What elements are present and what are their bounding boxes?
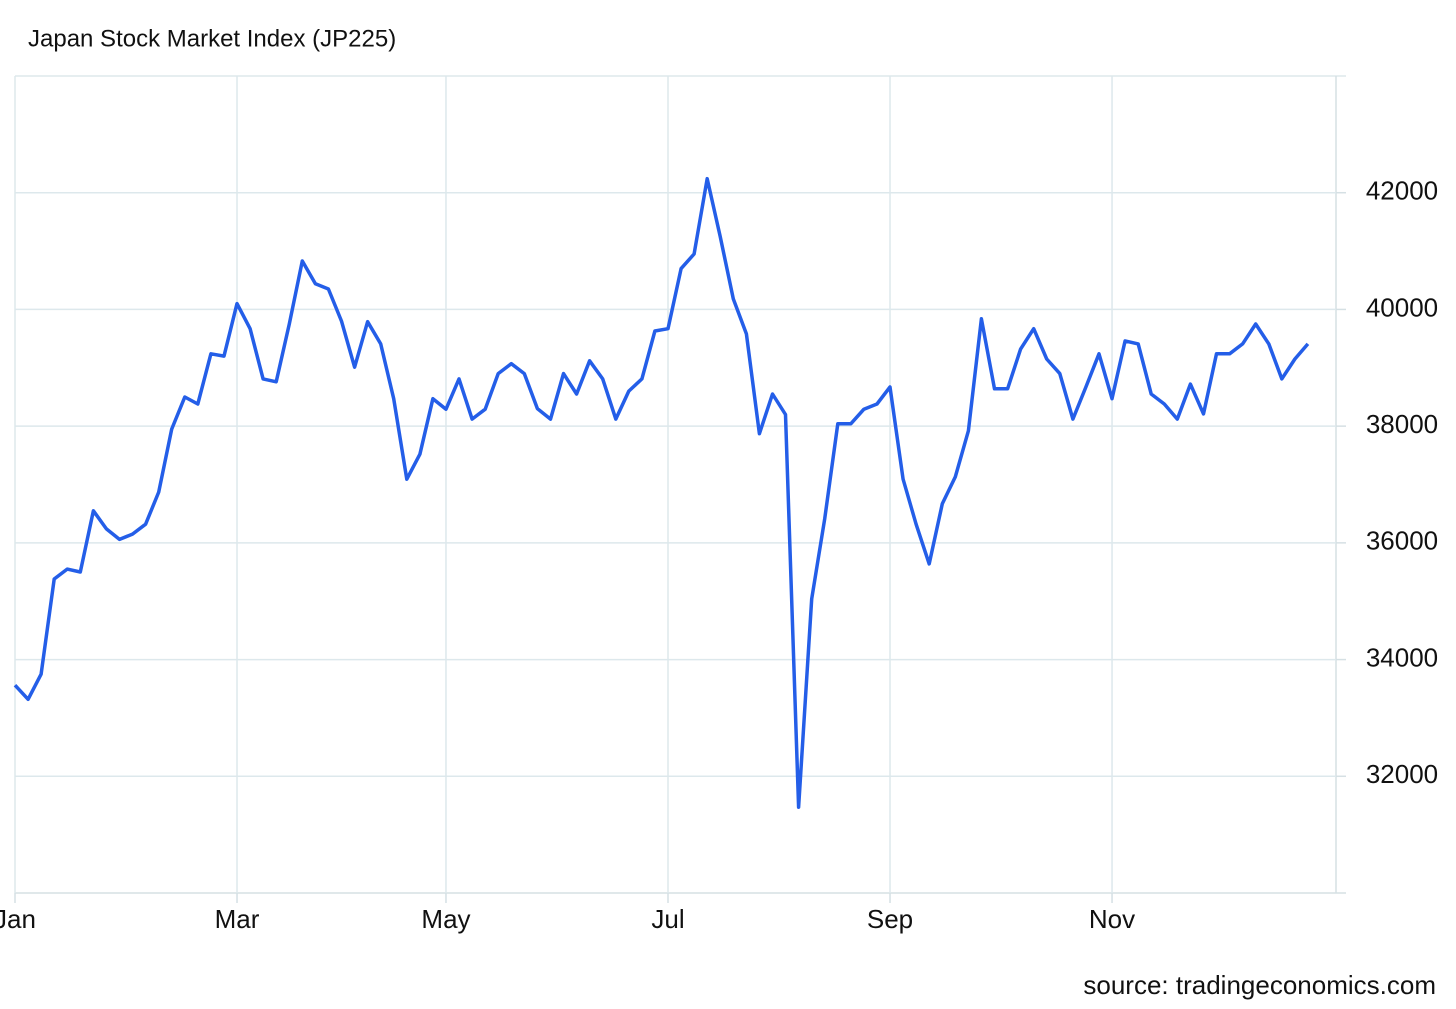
y-tick-label: 34000 (1366, 642, 1438, 672)
x-tick-label: Jan (0, 904, 36, 934)
y-tick-label: 42000 (1366, 176, 1438, 206)
y-tick-label: 36000 (1366, 526, 1438, 556)
x-tick-label: May (421, 904, 470, 934)
x-tick-label: Jul (651, 904, 684, 934)
x-tick-label: Mar (215, 904, 260, 934)
y-tick-label: 32000 (1366, 759, 1438, 789)
source-note: source: tradingeconomics.com (1083, 970, 1436, 1000)
y-tick-label: 40000 (1366, 292, 1438, 322)
y-tick-label: 38000 (1366, 409, 1438, 439)
data-line (13, 176, 1310, 809)
chart-title: Japan Stock Market Index (JP225) (28, 25, 396, 52)
x-tick-label: Sep (867, 904, 913, 934)
x-tick-label: Nov (1089, 904, 1135, 934)
